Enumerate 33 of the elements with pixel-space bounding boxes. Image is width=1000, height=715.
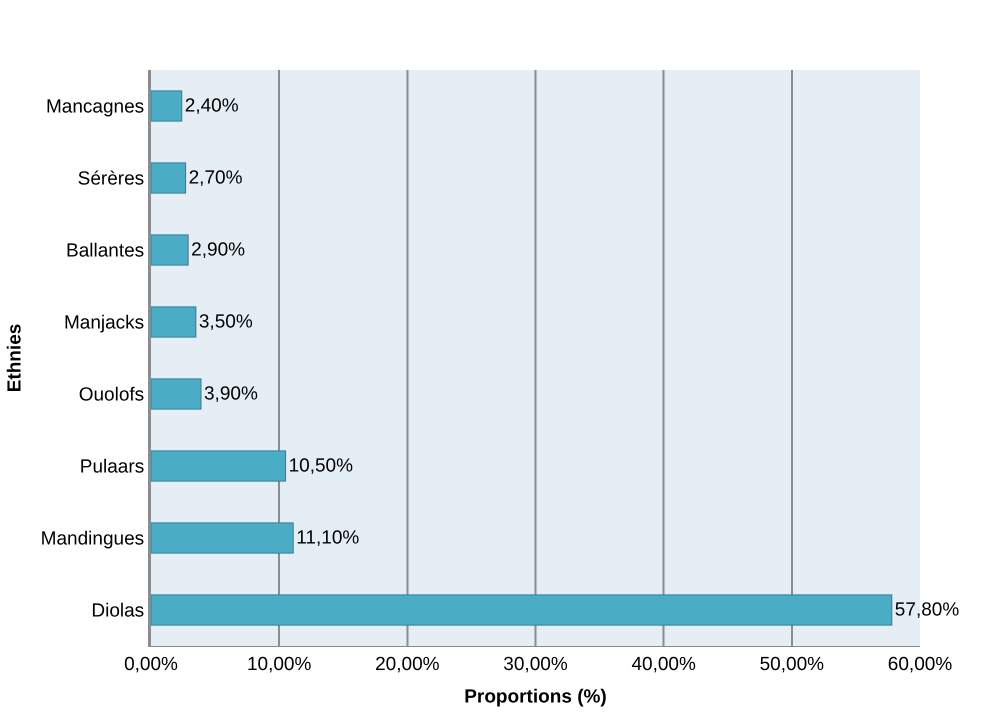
x-tick-label: 30,00%	[503, 654, 568, 675]
bar	[151, 522, 294, 554]
x-tick-label: 60,00%	[888, 654, 952, 675]
y-tick-label: Pulaars	[80, 456, 144, 478]
data-label: 57,80%	[894, 600, 960, 620]
bar	[151, 594, 892, 626]
data-label: 2,40%	[184, 96, 239, 116]
y-tick-label: Manjacks	[64, 312, 144, 334]
y-tick-label: Ballantes	[66, 240, 144, 262]
bar	[151, 234, 189, 266]
bar	[151, 450, 286, 482]
x-tick-label: 10,00%	[246, 654, 312, 675]
x-tick-label: 20,00%	[375, 654, 440, 675]
x-axis-title: Proportions (%)	[464, 686, 607, 708]
y-tick-label: Sérères	[78, 168, 144, 190]
y-tick-label: Mancagnes	[46, 96, 144, 118]
bar	[151, 90, 182, 122]
bar	[151, 306, 196, 338]
x-tick-label: 40,00%	[631, 654, 696, 675]
bar	[151, 378, 202, 410]
data-label: 10,50%	[288, 456, 354, 476]
data-label: 3,50%	[198, 312, 253, 332]
data-label: 2,90%	[191, 240, 246, 260]
data-label: 3,90%	[204, 384, 258, 404]
data-label: 11,10%	[296, 528, 360, 548]
y-axis-title: Ethnies	[4, 324, 26, 392]
y-tick-label: Diolas	[91, 600, 144, 622]
bar	[151, 162, 186, 194]
x-tick-label: 50,00%	[760, 654, 824, 675]
y-tick-label: Mandingues	[40, 528, 144, 550]
data-label: 2,70%	[188, 168, 243, 188]
x-tick-label: 0,00%	[124, 654, 178, 675]
y-tick-label: Ouolofs	[78, 384, 144, 406]
